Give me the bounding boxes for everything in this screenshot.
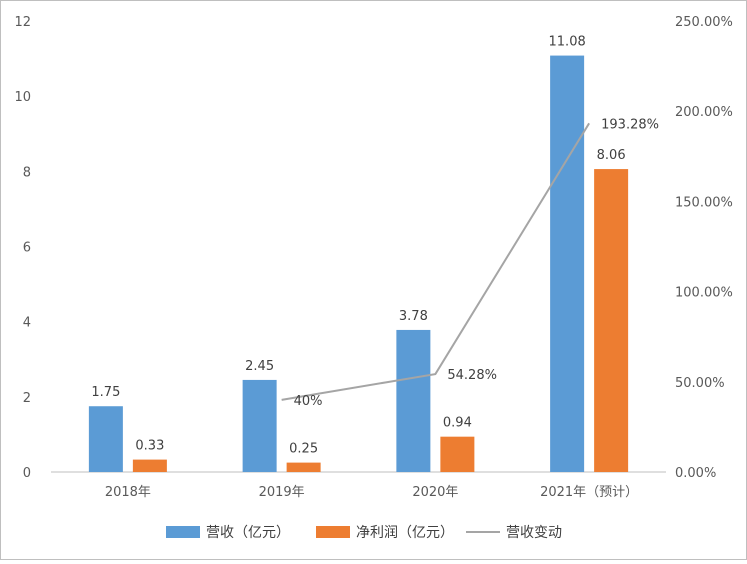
legend-swatch <box>316 526 350 538</box>
x-tick-label: 2020年 <box>412 485 458 500</box>
bar-data-label: 0.94 <box>443 416 472 431</box>
bar <box>88 406 123 472</box>
bar <box>286 462 321 472</box>
bar <box>396 329 431 472</box>
x-tick-label: 2018年 <box>105 485 151 500</box>
legend-label: 营收变动 <box>506 525 562 541</box>
y-right-tick-label: 50.00% <box>675 376 725 391</box>
line-layer <box>281 122 590 401</box>
y-left-tick-label: 2 <box>23 391 31 406</box>
legend-swatch <box>166 526 200 538</box>
legend: 营收（亿元） 净利润（亿元） 营收变动 <box>166 525 562 541</box>
bar-data-label: 0.25 <box>289 442 318 457</box>
y-right-tick-label: 150.00% <box>675 195 733 210</box>
bars-layer <box>88 55 629 473</box>
bar-data-label: 1.75 <box>91 385 120 400</box>
bar <box>594 169 629 472</box>
y-left-tick-label: 4 <box>23 316 31 331</box>
line-data-label: 40% <box>294 394 323 409</box>
bar-data-label: 3.78 <box>399 309 428 324</box>
x-tick-label: 2021年（预计） <box>540 485 638 500</box>
y-right-tick-label: 250.00% <box>675 15 733 30</box>
legend-label: 营收（亿元） <box>206 525 290 541</box>
y-left-tick-label: 12 <box>14 15 31 30</box>
y-left-tick-label: 8 <box>23 165 31 180</box>
bar-data-label: 0.33 <box>135 439 164 454</box>
series-line <box>281 122 590 401</box>
y-left-tick-label: 0 <box>23 466 31 481</box>
bar <box>550 55 585 473</box>
legend-label: 净利润（亿元） <box>356 525 454 541</box>
y-left-tick-label: 6 <box>23 241 31 256</box>
line-data-label: 54.28% <box>447 368 497 383</box>
bar-data-label: 8.06 <box>597 148 626 163</box>
y-left-tick-label: 10 <box>14 90 31 105</box>
bar-data-label: 11.08 <box>549 35 586 50</box>
bar <box>132 459 167 472</box>
y-right-tick-label: 0.00% <box>675 466 716 481</box>
data-labels-layer: 1.75 0.33 2.45 0.25 3.78 0.94 11.08 8.06 40% 54.2… <box>91 35 659 457</box>
y-right-tick-label: 100.00% <box>675 286 733 301</box>
line-data-label: 193.28% <box>601 117 659 132</box>
bar <box>440 436 475 472</box>
axes-layer: 0 2 4 6 8 10 12 0.00% 50.00% 100.00% 150.00% 200.00… <box>14 15 732 500</box>
bar <box>242 379 277 472</box>
x-tick-label: 2019年 <box>259 485 305 500</box>
bar-data-label: 2.45 <box>245 359 274 374</box>
y-right-tick-label: 200.00% <box>675 105 733 120</box>
